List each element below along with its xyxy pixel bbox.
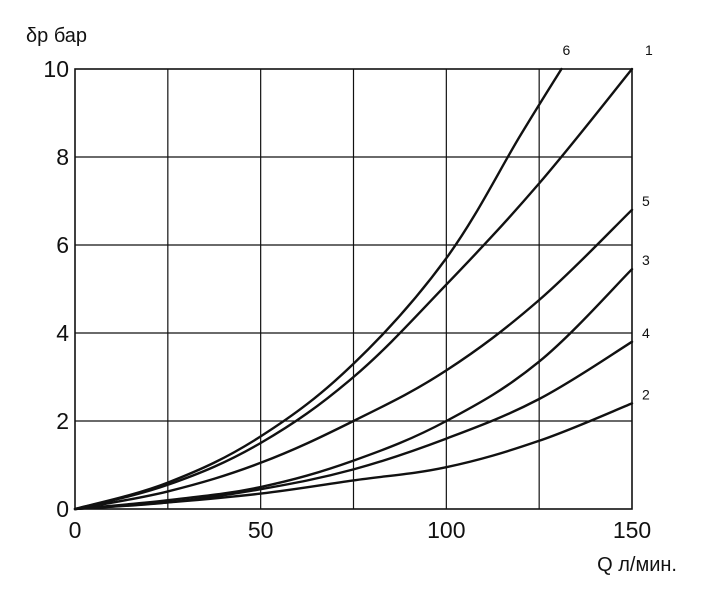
series-label-6: 6: [562, 42, 570, 58]
y-tick-label: 4: [56, 320, 69, 346]
y-tick-label: 2: [56, 408, 69, 434]
y-axis-title: δp бар: [26, 25, 87, 47]
series-label-3: 3: [642, 252, 650, 268]
y-tick-label: 6: [56, 232, 69, 258]
series-line-5: [73, 208, 634, 511]
series-line-1: [73, 67, 634, 511]
series-label-5: 5: [642, 193, 650, 209]
axes-layer: 0 50 100 150 0 2 4 6 8 10 δp бар Q л/мин.: [26, 25, 677, 576]
y-tick-label: 0: [56, 496, 69, 522]
plot-frame: [74, 68, 633, 510]
x-tick-label: 150: [613, 517, 651, 543]
series-line-6: [73, 67, 563, 511]
labels-layer: 1 2 3 4 5 6: [562, 42, 653, 402]
series-label-2: 2: [642, 386, 650, 402]
x-tick-label: 0: [69, 517, 82, 543]
x-tick-label: 50: [248, 517, 274, 543]
y-tick-label: 10: [43, 56, 69, 82]
series-line-4: [73, 340, 634, 511]
grid-layer: [75, 69, 632, 509]
series-label-4: 4: [642, 325, 650, 341]
series-line-3: [73, 268, 634, 511]
y-tick-label: 8: [56, 144, 69, 170]
x-tick-label: 100: [427, 517, 465, 543]
series-layer: [73, 67, 634, 511]
series-label-1: 1: [645, 42, 653, 58]
x-axis-title: Q л/мин.: [597, 554, 677, 576]
